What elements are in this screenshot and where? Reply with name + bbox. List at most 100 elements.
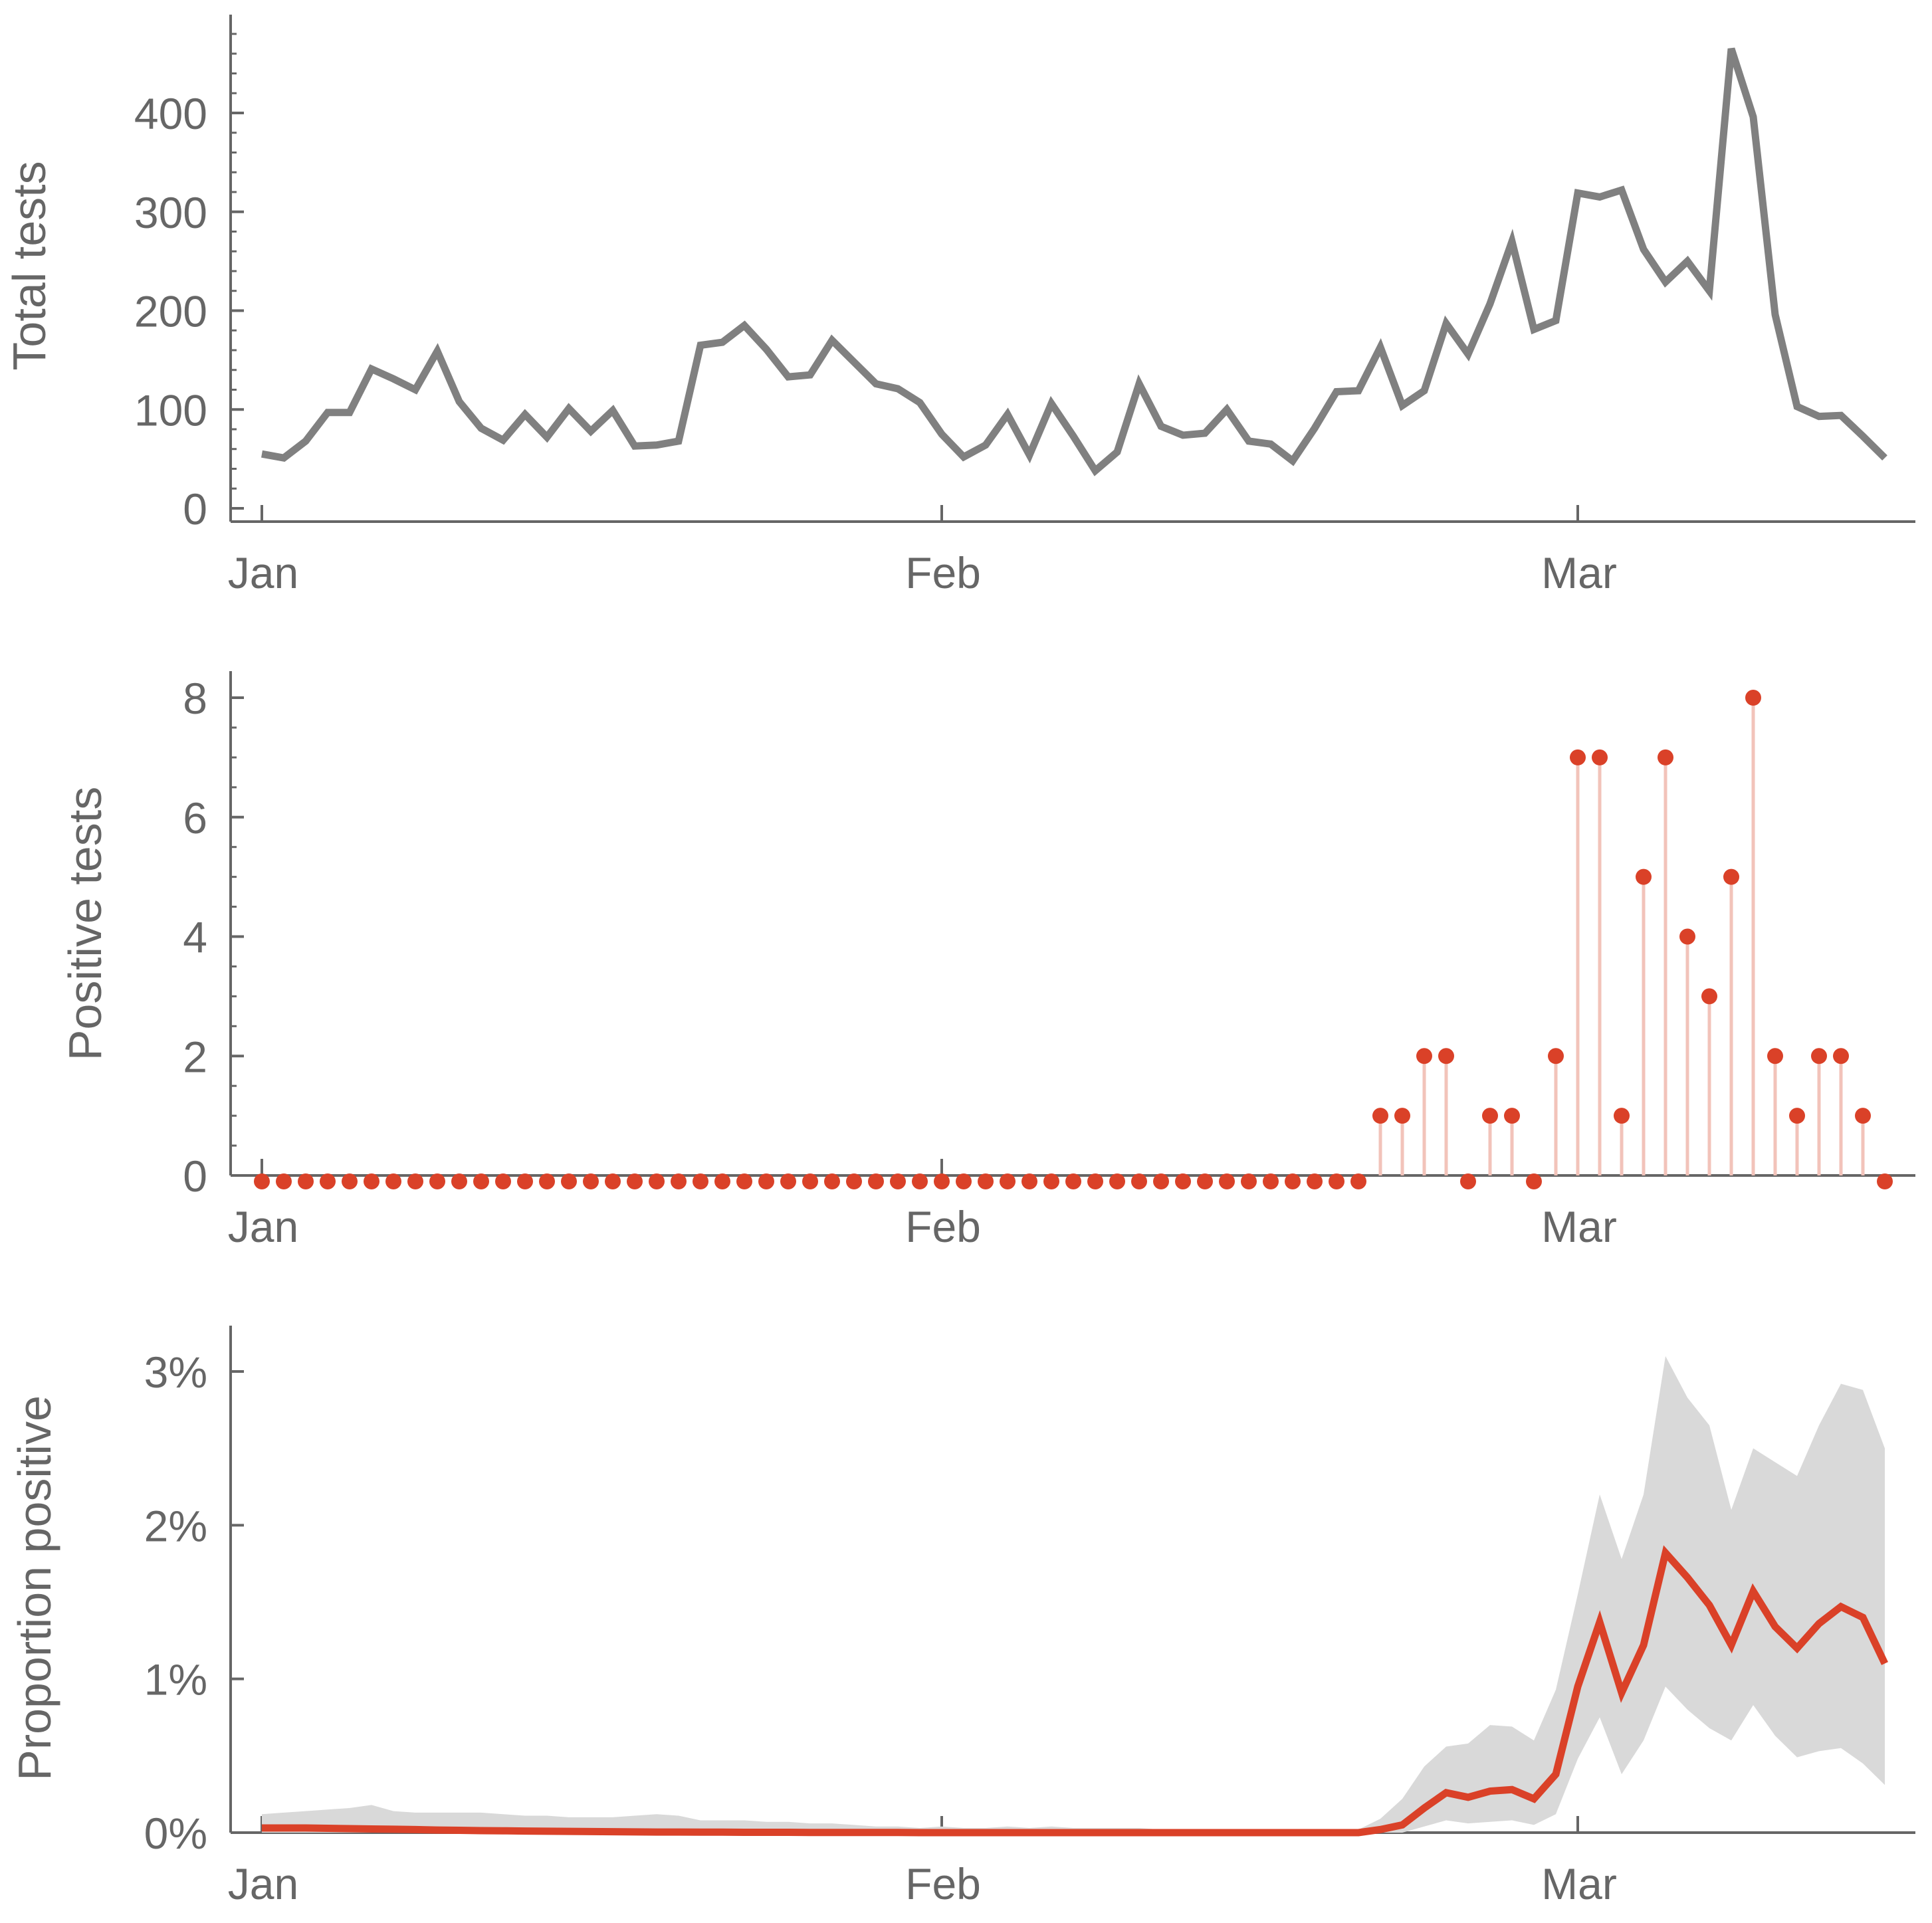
positive-point (342, 1173, 358, 1189)
x-tick-label: Jan (228, 1202, 298, 1251)
positive-point (824, 1173, 840, 1189)
positive-point (1855, 1108, 1871, 1124)
positive-point (1789, 1108, 1805, 1124)
positive-point (1285, 1173, 1301, 1189)
positive-point (495, 1173, 511, 1189)
positive-point (1570, 749, 1586, 765)
positive-point (780, 1173, 796, 1189)
y-tick-label: 300 (134, 188, 207, 237)
positive-point (671, 1173, 687, 1189)
y-tick-label: 3% (144, 1348, 207, 1397)
x-tick-label: Jan (228, 548, 298, 597)
positive-point (583, 1173, 599, 1189)
total-tests-line (261, 47, 1887, 476)
positive-point (605, 1173, 621, 1189)
y-tick-label: 2% (144, 1501, 207, 1550)
positive-point (802, 1173, 818, 1189)
positive-point (1614, 1108, 1630, 1124)
positive-point (934, 1173, 950, 1189)
positive-point (1745, 690, 1761, 706)
proportion-estimate-line (262, 1545, 1888, 1837)
y-tick-label: 200 (134, 287, 207, 336)
y-tick-label: 100 (134, 385, 207, 435)
positive-point (1833, 1048, 1849, 1064)
positive-point (1636, 868, 1652, 885)
positive-point (912, 1173, 928, 1189)
panel-3-area: 0% 1% 2% 3% Jan Feb Mar Proportion positive (9, 1326, 1915, 1908)
y-tick-label: 2 (183, 1032, 207, 1081)
positive-point (1131, 1173, 1147, 1189)
positive-point (1723, 868, 1739, 885)
y-axis-title: Positive tests (59, 787, 111, 1061)
positive-point (451, 1173, 467, 1189)
positive-point (1241, 1173, 1257, 1189)
positive-point (1658, 749, 1673, 765)
x-tick-label: Feb (905, 548, 981, 597)
positive-point (1679, 928, 1695, 945)
positive-point (693, 1173, 708, 1189)
positive-point (1329, 1173, 1344, 1189)
x-tick-label: Mar (1541, 548, 1617, 597)
positive-point (736, 1173, 752, 1189)
positive-point (1526, 1173, 1542, 1189)
positive-point (1548, 1048, 1564, 1064)
panel-1-line: 0 100 200 300 400 Jan Feb Mar Total tests (3, 15, 1915, 597)
positive-point (1153, 1173, 1169, 1189)
positive-point (956, 1173, 972, 1189)
positive-point (298, 1173, 314, 1189)
positive-point (890, 1173, 906, 1189)
positive-point (1109, 1173, 1125, 1189)
x-tick-label: Mar (1541, 1202, 1617, 1251)
x-tick-label: Feb (905, 1202, 981, 1251)
positive-point (276, 1173, 292, 1189)
y-axis-title: Total tests (3, 161, 55, 370)
positive-point (1000, 1173, 1016, 1189)
positive-point (1372, 1108, 1388, 1124)
positive-point (649, 1173, 665, 1189)
positive-point (1043, 1173, 1059, 1189)
positive-point (1219, 1173, 1235, 1189)
positive-point (429, 1173, 445, 1189)
positive-point (473, 1173, 489, 1189)
positive-point (539, 1173, 555, 1189)
x-tick-label: Mar (1541, 1859, 1617, 1908)
positive-point (364, 1173, 379, 1189)
y-tick-label: 6 (183, 793, 207, 843)
positive-point (758, 1173, 774, 1189)
positive-point (1767, 1048, 1783, 1064)
positive-point (1394, 1108, 1410, 1124)
y-tick-label: 0% (144, 1809, 207, 1858)
positive-point (561, 1173, 577, 1189)
positive-point (254, 1173, 270, 1189)
y-tick-label: 0 (183, 1152, 207, 1201)
positive-point (1438, 1048, 1454, 1064)
positive-point (1175, 1173, 1191, 1189)
positive-point (1065, 1173, 1081, 1189)
y-tick-label: 4 (183, 913, 207, 962)
y-axis-title: Proportion positive (9, 1395, 60, 1781)
positive-point (978, 1173, 994, 1189)
y-tick-label: 8 (183, 674, 207, 723)
y-tick-label: 1% (144, 1655, 207, 1704)
x-tick-label: Jan (228, 1859, 298, 1908)
positive-point (517, 1173, 533, 1189)
positive-point (868, 1173, 884, 1189)
positive-point (714, 1173, 730, 1189)
positive-point (1350, 1173, 1366, 1189)
panel-2-scatter: 0 2 4 6 8 Jan Feb Mar Positive tests (59, 671, 1915, 1251)
positive-point (385, 1173, 401, 1189)
positive-point (320, 1173, 336, 1189)
y-tick-label: 400 (134, 89, 207, 138)
positive-point (1592, 749, 1608, 765)
positive-point (846, 1173, 862, 1189)
positive-point (1460, 1173, 1476, 1189)
positive-point (1877, 1173, 1893, 1189)
x-tick-label: Feb (905, 1859, 981, 1908)
positive-point (1087, 1173, 1103, 1189)
positive-point (1701, 988, 1717, 1005)
y-tick-label: 0 (183, 484, 207, 534)
positive-point (627, 1173, 643, 1189)
credible-interval-band (262, 1356, 1885, 1833)
positive-point (1416, 1048, 1432, 1064)
